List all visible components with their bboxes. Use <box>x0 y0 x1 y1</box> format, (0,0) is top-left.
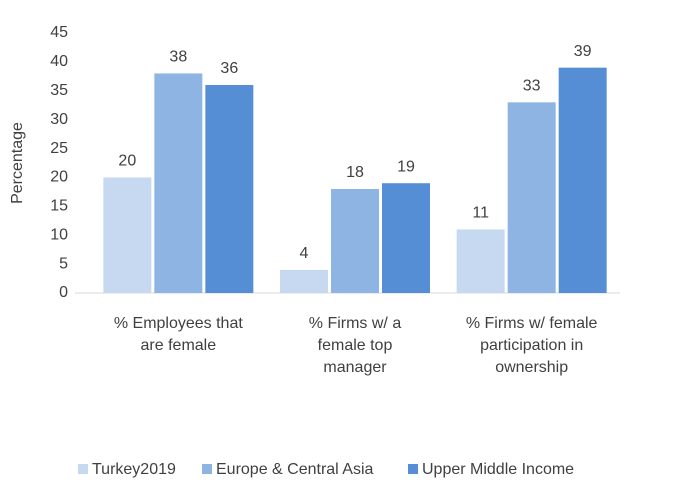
legend-label: Turkey2019 <box>92 461 176 478</box>
data-label: 18 <box>346 164 364 181</box>
data-label: 36 <box>220 60 238 77</box>
bar <box>558 67 607 294</box>
legend-label: Upper Middle Income <box>422 461 574 478</box>
y-tick-label: 15 <box>50 198 68 215</box>
data-label: 4 <box>300 245 309 262</box>
bar <box>280 269 328 293</box>
y-tick-label: 45 <box>50 24 68 41</box>
data-label: 39 <box>574 43 592 60</box>
y-tick-label: 20 <box>50 169 68 186</box>
y-tick-label: 10 <box>50 226 68 243</box>
data-label: 19 <box>397 158 415 175</box>
data-label: 38 <box>169 49 187 66</box>
legend-label: Europe & Central Asia <box>216 461 374 478</box>
y-axis-label: Percentage <box>9 122 26 204</box>
x-tick-label: % Firms w/ female participation in owner… <box>465 315 598 376</box>
x-tick-label: % Employees that are female <box>113 315 243 354</box>
y-tick-label: 5 <box>59 255 68 272</box>
bar <box>331 189 379 293</box>
bar <box>205 85 254 293</box>
data-label: 11 <box>472 205 489 222</box>
legend-swatch <box>408 464 418 474</box>
y-tick-label: 35 <box>50 82 68 99</box>
data-label: 20 <box>118 153 136 170</box>
bar <box>154 73 203 293</box>
y-tick-label: 40 <box>50 53 68 70</box>
bar <box>382 183 430 293</box>
data-label: 33 <box>523 78 541 95</box>
y-tick-label: 30 <box>50 111 68 128</box>
bar <box>103 177 152 293</box>
y-tick-label: 25 <box>50 140 68 157</box>
legend-swatch <box>78 464 88 474</box>
x-tick-label: % Firms w/ a female top manager <box>308 315 402 376</box>
legend-swatch <box>202 464 212 474</box>
bar <box>456 229 505 293</box>
bar <box>507 102 556 293</box>
y-tick-label: 0 <box>59 284 68 301</box>
